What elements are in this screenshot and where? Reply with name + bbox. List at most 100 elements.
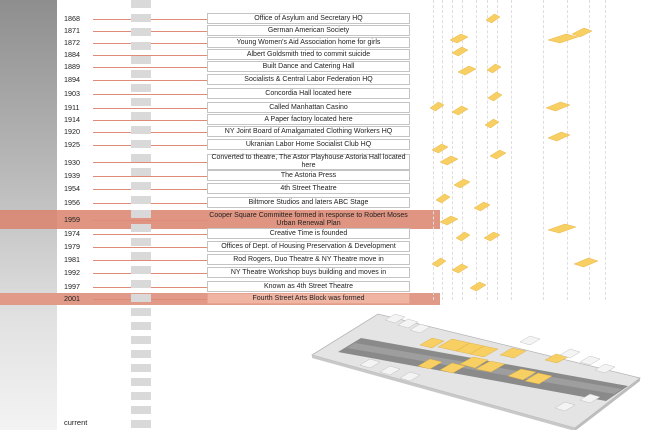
year-label: 1914 bbox=[64, 115, 80, 124]
building-slab bbox=[431, 257, 447, 268]
year-label: 1992 bbox=[64, 268, 80, 277]
year-label: 1884 bbox=[64, 50, 80, 59]
dash-segment bbox=[131, 378, 151, 386]
year-label: 2001 bbox=[64, 294, 80, 303]
building-slab bbox=[483, 231, 501, 242]
timeline-connector bbox=[93, 162, 207, 163]
year-label: 1871 bbox=[64, 26, 80, 35]
timeline-connector bbox=[93, 94, 207, 95]
dash-segment bbox=[131, 98, 151, 106]
building-slab bbox=[431, 143, 449, 154]
building-slab bbox=[571, 27, 593, 38]
building-slab bbox=[489, 149, 507, 160]
timeline-connector bbox=[93, 55, 207, 56]
event-box: 4th Street Theatre bbox=[207, 183, 410, 194]
year-label: 1997 bbox=[64, 282, 80, 291]
event-box: The Astoria Press bbox=[207, 170, 410, 181]
dash-segment bbox=[131, 364, 151, 372]
event-box: NY Theatre Workshop buys building and mo… bbox=[207, 267, 410, 278]
dash-segment bbox=[131, 0, 151, 8]
building-slab bbox=[485, 13, 501, 24]
year-label: 1939 bbox=[64, 171, 80, 180]
year-label: 1925 bbox=[64, 140, 80, 149]
year-label: 1920 bbox=[64, 127, 80, 136]
event-box: A Paper factory located here bbox=[207, 114, 410, 125]
dash-segment bbox=[131, 112, 151, 120]
timeline-connector bbox=[93, 247, 207, 248]
timeline-connector bbox=[93, 108, 207, 109]
timeline-connector bbox=[93, 120, 207, 121]
year-label: 1981 bbox=[64, 255, 80, 264]
dash-segment bbox=[131, 252, 151, 260]
current-label: current bbox=[64, 418, 88, 427]
dash-segment bbox=[131, 210, 151, 218]
event-box: Converted to theatre, The Astor Playhous… bbox=[207, 154, 410, 170]
dash-segment bbox=[131, 196, 151, 204]
year-label: 1959 bbox=[64, 215, 80, 224]
dash-segment bbox=[131, 14, 151, 22]
dash-segment bbox=[131, 280, 151, 288]
building-slab bbox=[455, 231, 471, 242]
dash-segment bbox=[131, 224, 151, 232]
building-slab bbox=[545, 101, 571, 112]
timeline-connector bbox=[93, 260, 207, 261]
year-label: 1930 bbox=[64, 157, 80, 167]
year-label: 1894 bbox=[64, 75, 80, 84]
dash-segment bbox=[131, 168, 151, 176]
building-slab bbox=[439, 215, 459, 226]
event-box: Offices of Dept. of Housing Preservation… bbox=[207, 241, 410, 252]
dash-segment bbox=[131, 294, 151, 302]
building-slab bbox=[573, 257, 599, 268]
year-label: 1954 bbox=[64, 184, 80, 193]
event-box: Albert Goldsmith tried to commit suicide bbox=[207, 49, 410, 60]
building-slab bbox=[547, 33, 579, 44]
dash-segment bbox=[131, 154, 151, 162]
year-label: 1868 bbox=[64, 14, 80, 23]
event-box: NY Joint Board of Amalgamated Clothing W… bbox=[207, 126, 410, 137]
street-block-isometric bbox=[311, 313, 641, 430]
event-box: Socialists & Central Labor Federation HQ bbox=[207, 74, 410, 85]
highlight-band-1959 bbox=[0, 210, 440, 229]
dash-segment bbox=[131, 70, 151, 78]
dash-segment bbox=[131, 126, 151, 134]
dash-segment bbox=[131, 420, 151, 428]
event-box: Young Women's Aid Association home for g… bbox=[207, 37, 410, 48]
dash-segment bbox=[131, 28, 151, 36]
building-slab bbox=[451, 263, 469, 274]
dash-segment bbox=[131, 392, 151, 400]
building-slab bbox=[451, 105, 469, 116]
building-slab bbox=[453, 178, 471, 189]
event-box: German American Society bbox=[207, 25, 410, 36]
timeline-connector bbox=[93, 80, 207, 81]
building-slab bbox=[429, 101, 445, 112]
year-label: 1889 bbox=[64, 62, 80, 71]
dash-segment bbox=[131, 308, 151, 316]
building-slab bbox=[484, 118, 500, 129]
dash-segment bbox=[131, 238, 151, 246]
dash-segment bbox=[131, 182, 151, 190]
event-box: Creative Time is founded bbox=[207, 228, 410, 239]
building-slab bbox=[435, 193, 451, 204]
building-slab bbox=[457, 65, 477, 76]
building-slab bbox=[473, 201, 491, 212]
year-label: 1903 bbox=[64, 89, 80, 98]
event-box: Called Manhattan Casino bbox=[207, 102, 410, 113]
year-label: 1979 bbox=[64, 242, 80, 251]
year-label: 1872 bbox=[64, 38, 80, 47]
event-box: Cooper Square Committee formed in respon… bbox=[209, 211, 408, 227]
building-slab bbox=[547, 131, 571, 142]
timeline-connector bbox=[93, 176, 207, 177]
event-box: Rod Rogers, Duo Theatre & NY Theatre mov… bbox=[207, 254, 410, 265]
event-box: Ukranian Labor Home Socialist Club HQ bbox=[207, 139, 410, 150]
dash-segment bbox=[131, 56, 151, 64]
building-slab bbox=[487, 91, 503, 102]
building-slab bbox=[486, 63, 502, 74]
timeline-connector bbox=[93, 234, 207, 235]
dash-segment bbox=[131, 336, 151, 344]
building-slab bbox=[469, 281, 487, 292]
dash-segment bbox=[131, 266, 151, 274]
building-slab bbox=[439, 155, 459, 166]
dash-segment bbox=[131, 406, 151, 414]
